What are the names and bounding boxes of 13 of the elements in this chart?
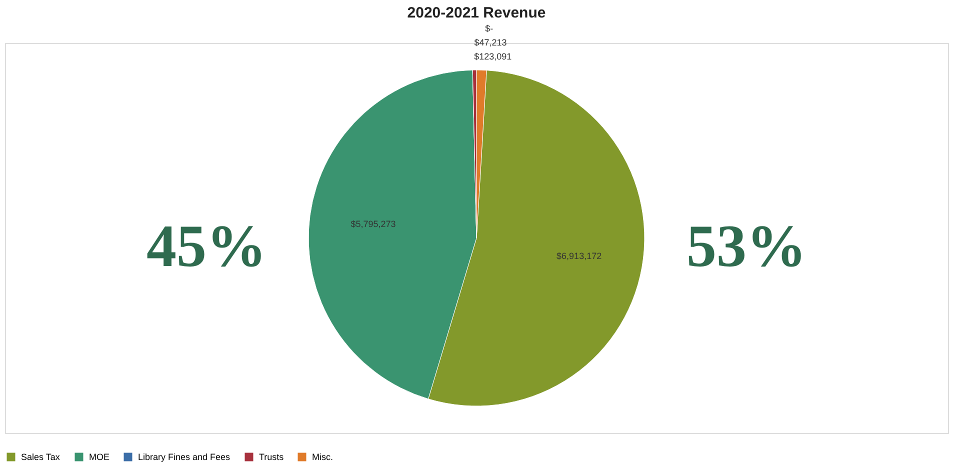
legend-label: Trusts (259, 452, 284, 462)
data-label: $47,213 (474, 38, 507, 48)
text: $- (485, 23, 494, 34)
data-label: $5,795,273 (350, 219, 396, 230)
legend-label: MOE (89, 452, 110, 462)
legend-label: Misc. (312, 452, 333, 462)
chart-title: 2020-2021 Revenue (407, 4, 546, 22)
legend-label: Library Fines and Fees (138, 452, 231, 462)
data-label: $123,091 (474, 52, 512, 62)
text: 45% (146, 213, 266, 279)
data-label: $6,913,172 (556, 251, 602, 262)
legend-label: Sales Tax (21, 452, 60, 462)
text: 53% (686, 213, 806, 279)
